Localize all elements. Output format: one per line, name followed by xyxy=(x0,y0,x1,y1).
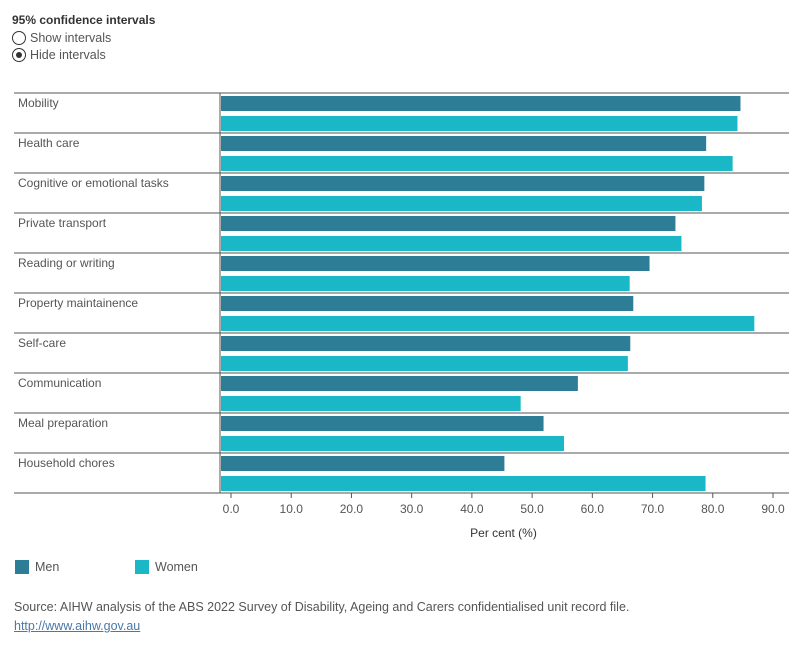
bar-women xyxy=(221,276,630,291)
legend-women-swatch xyxy=(135,560,149,574)
bar-women xyxy=(221,476,706,491)
bar-men xyxy=(221,456,505,471)
x-tick-label: 90.0 xyxy=(761,502,785,516)
source-link[interactable]: http://www.aihw.gov.au xyxy=(14,619,141,633)
x-tick-label: 0.0 xyxy=(223,502,240,516)
x-tick-label: 20.0 xyxy=(340,502,364,516)
legend-men-label: Men xyxy=(35,560,60,574)
show-intervals-label: Show intervals xyxy=(30,31,112,45)
bar-women xyxy=(221,436,565,451)
hide-intervals-radio[interactable]: Hide intervals xyxy=(12,48,106,62)
hide-intervals-label: Hide intervals xyxy=(30,48,106,62)
bar-men xyxy=(221,176,705,191)
bar-women xyxy=(221,236,682,251)
bar-women xyxy=(221,116,738,131)
bar-men xyxy=(221,216,676,231)
category-label: Mobility xyxy=(18,96,59,110)
bar-men xyxy=(221,96,741,111)
category-label: Communication xyxy=(18,376,101,390)
category-label: Property maintainence xyxy=(18,296,138,310)
ci-title: 95% confidence intervals xyxy=(12,13,156,27)
radio-checked-icon xyxy=(12,48,26,62)
x-tick-label: 40.0 xyxy=(460,502,484,516)
bar-men xyxy=(221,336,631,351)
x-tick-label: 10.0 xyxy=(280,502,304,516)
bar-chart: Mobility Health care Cognitive or emotiona… xyxy=(14,92,789,540)
x-tick-label: 70.0 xyxy=(641,502,665,516)
bar-men xyxy=(221,296,634,311)
bar-women xyxy=(221,396,521,411)
bar-men xyxy=(221,136,707,151)
bar-women xyxy=(221,316,755,331)
bar-men xyxy=(221,416,544,431)
bar-women xyxy=(221,196,702,211)
bar-women xyxy=(221,356,628,371)
x-axis-label: Per cent (%) xyxy=(470,526,537,540)
legend-men[interactable]: Men xyxy=(15,560,59,574)
category-label: Cognitive or emotional tasks xyxy=(18,176,169,190)
bar-women xyxy=(221,156,733,171)
legend-men-swatch xyxy=(15,560,29,574)
category-label: Private transport xyxy=(18,216,107,230)
x-tick-label: 30.0 xyxy=(400,502,424,516)
x-tick-label: 80.0 xyxy=(701,502,725,516)
category-label: Household chores xyxy=(18,456,115,470)
category-label: Self-care xyxy=(18,336,66,350)
x-tick-label: 50.0 xyxy=(520,502,544,516)
x-tick-label: 60.0 xyxy=(581,502,605,516)
category-label: Meal preparation xyxy=(18,416,108,430)
bar-men xyxy=(221,376,578,391)
bar-men xyxy=(221,256,650,271)
show-intervals-radio[interactable]: Show intervals xyxy=(12,31,111,45)
source-note: Source: AIHW analysis of the ABS 2022 Su… xyxy=(14,600,630,614)
legend-women[interactable]: Women xyxy=(135,560,198,574)
legend-women-label: Women xyxy=(155,560,198,574)
radio-unchecked-icon xyxy=(12,31,26,45)
category-label: Reading or writing xyxy=(18,256,115,270)
category-label: Health care xyxy=(18,136,80,150)
